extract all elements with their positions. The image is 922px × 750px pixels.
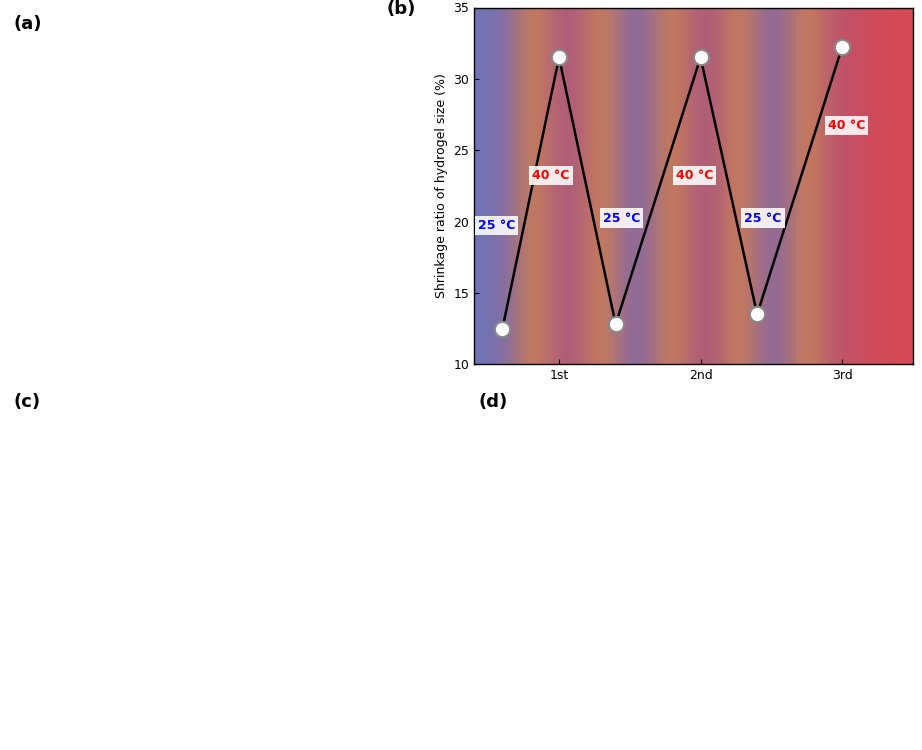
Text: 25 °C: 25 °C: [744, 211, 782, 224]
Text: 40 °C: 40 °C: [828, 118, 865, 132]
Text: (a): (a): [14, 15, 42, 33]
Y-axis label: Shrinkage ratio of hydrogel size (%): Shrinkage ratio of hydrogel size (%): [435, 74, 448, 298]
Text: 25 °C: 25 °C: [603, 211, 640, 224]
Text: 40 °C: 40 °C: [532, 169, 570, 182]
Text: 25 °C: 25 °C: [478, 219, 515, 232]
Text: (c): (c): [14, 393, 41, 411]
Text: (b): (b): [386, 0, 416, 18]
Text: (d): (d): [479, 393, 508, 411]
X-axis label: Cycles of temperature alteration: Cycles of temperature alteration: [591, 388, 796, 400]
Text: 40 °C: 40 °C: [676, 169, 713, 182]
